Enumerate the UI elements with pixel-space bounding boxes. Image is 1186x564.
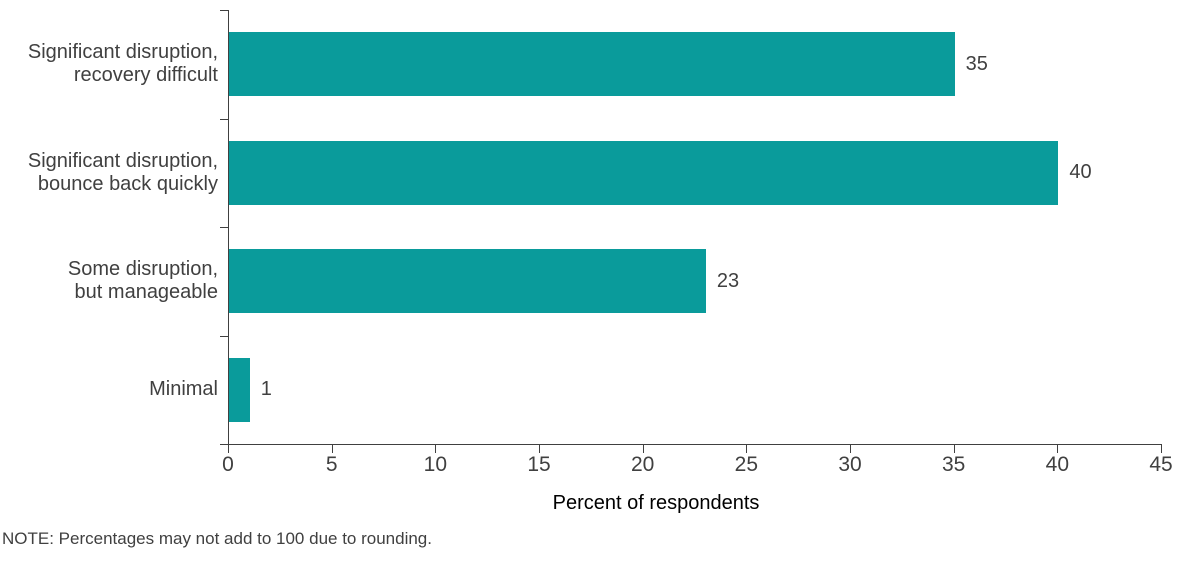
category-label: Significant disruption, bounce back quic…	[27, 149, 218, 195]
x-tick-label: 40	[1045, 453, 1070, 476]
value-label: 35	[965, 52, 988, 75]
y-tick-mark	[220, 227, 228, 228]
x-tick-label: 20	[630, 453, 655, 476]
x-tick-mark	[228, 444, 229, 453]
x-axis-title: Percent of respondents	[552, 492, 760, 514]
x-tick-mark	[642, 444, 644, 453]
y-tick-mark	[220, 444, 228, 445]
value-label: 23	[716, 269, 740, 292]
x-axis-line	[228, 444, 1162, 445]
x-tick-mark	[1057, 444, 1059, 453]
category-label: Some disruption, but manageable	[67, 258, 218, 304]
y-tick-mark	[220, 118, 228, 120]
x-tick-label: 30	[838, 453, 862, 476]
x-tick-label: 35	[941, 453, 966, 476]
bar-row: Minimal 1	[0, 336, 1186, 445]
x-tick-mark	[953, 444, 955, 453]
bar-row: Significant disruption, recovery difficu…	[0, 10, 1186, 119]
bar-row: Some disruption, but manageable 23	[0, 227, 1186, 336]
x-tick-label: 25	[734, 453, 759, 476]
y-tick-mark	[220, 335, 228, 337]
value-label: 40	[1069, 161, 1092, 184]
x-tick-label: 15	[527, 453, 551, 476]
x-tick-label: 0	[222, 453, 234, 476]
bar	[229, 140, 1059, 205]
bar	[229, 249, 706, 314]
bar	[229, 357, 250, 422]
x-tick-label: 10	[423, 453, 448, 476]
x-tick-mark	[435, 444, 437, 453]
bar-row: Significant disruption, bounce back quic…	[0, 119, 1186, 228]
x-tick-mark	[850, 444, 851, 453]
x-tick-label: 45	[1149, 453, 1173, 476]
x-tick-mark	[331, 444, 333, 453]
x-tick-mark	[539, 444, 540, 453]
category-label: Significant disruption, recovery difficu…	[27, 41, 218, 87]
x-tick-mark	[746, 444, 748, 453]
y-axis-line	[228, 10, 229, 445]
x-tick-label: 5	[325, 453, 338, 476]
bar	[229, 32, 955, 97]
bar-rows: Significant disruption, recovery difficu…	[0, 10, 1186, 444]
x-tick-mark	[1161, 444, 1162, 453]
y-tick-mark	[220, 10, 228, 11]
category-label: Minimal	[149, 378, 218, 401]
footnote: NOTE: Percentages may not add to 100 due…	[2, 529, 432, 548]
value-label: 1	[260, 378, 272, 401]
